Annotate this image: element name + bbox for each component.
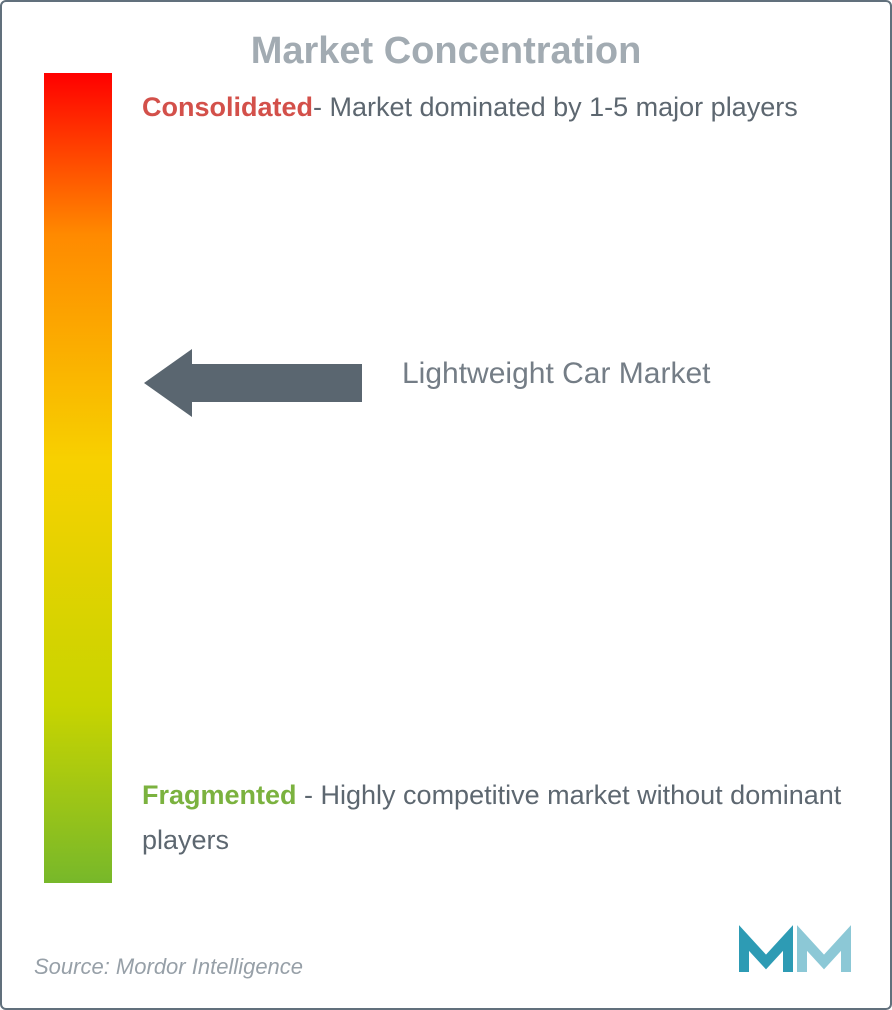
- consolidated-label: Consolidated: [142, 92, 313, 122]
- market-name-label: Lightweight Car Market: [402, 353, 710, 395]
- market-pointer-arrow-icon: [144, 349, 362, 417]
- card-footer: Source: Mordor Intelligence: [34, 924, 858, 980]
- consolidated-text: - Market dominated by 1-5 major players: [313, 92, 798, 122]
- card-body: Consolidated- Market dominated by 1-5 ma…: [2, 73, 890, 903]
- card-title: Market Concentration: [2, 2, 890, 73]
- fragmented-description: Fragmented - Highly competitive market w…: [142, 773, 842, 862]
- market-concentration-card: Market Concentration Consolidated- Marke…: [0, 0, 892, 1010]
- mordor-logo-icon: [738, 924, 858, 980]
- market-pointer-group: Lightweight Car Market: [144, 349, 710, 417]
- fragmented-label: Fragmented: [142, 780, 297, 810]
- source-attribution: Source: Mordor Intelligence: [34, 954, 303, 980]
- consolidated-description: Consolidated- Market dominated by 1-5 ma…: [142, 85, 822, 130]
- concentration-gradient-bar: [44, 73, 112, 883]
